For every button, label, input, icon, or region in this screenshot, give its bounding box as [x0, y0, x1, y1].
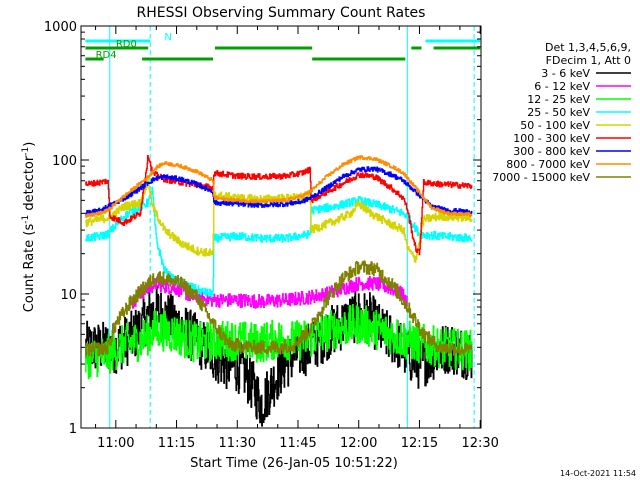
series-line-1	[131, 276, 408, 309]
legend-label-0: 3 - 6 keV	[541, 67, 590, 80]
x-tick-label-5: 12:15	[401, 436, 438, 451]
chart-title: RHESSI Observing Summary Count Rates	[137, 5, 426, 21]
plot-frame	[80, 25, 482, 429]
legend-header-1: Det 1,3,4,5,6,9,	[545, 41, 631, 54]
footer-timestamp: 14-Oct-2021 11:54	[560, 469, 636, 478]
flag-label-n: N	[164, 32, 171, 43]
x-axis-label: Start Time (26-Jan-05 10:51:22)	[190, 456, 398, 471]
y-axis: 1 10 100 1000	[44, 20, 481, 437]
legend-label-6: 300 - 800 keV	[513, 145, 590, 158]
legend-header-2: FDecim 1, Att 0	[546, 54, 631, 67]
x-tick-label-0: 11:00	[97, 436, 134, 451]
series-lines	[85, 155, 473, 427]
legend-label-7: 800 - 7000 keV	[506, 158, 590, 171]
legend-label-5: 100 - 300 keV	[513, 132, 590, 145]
legend-label-3: 25 - 50 keV	[527, 106, 590, 119]
series-line-3	[85, 186, 473, 298]
series-line-7	[85, 155, 473, 219]
x-tick-label-2: 11:30	[219, 436, 256, 451]
legend-label-8: 7000 - 15000 keV	[492, 171, 590, 184]
series-line-4	[85, 177, 473, 263]
y-tick-label-1: 10	[60, 288, 77, 303]
y-tick-label-0: 1	[69, 422, 77, 437]
x-tick-label-6: 12:30	[461, 436, 498, 451]
legend-label-1: 6 - 12 keV	[534, 80, 590, 93]
flag-label-rd4: RD4	[96, 50, 117, 61]
x-axis: 11:00 11:15 11:30 11:45 12:00 12:15 12:30	[95, 26, 499, 451]
series-line-6	[85, 166, 473, 216]
legend-label-4: 50 - 100 keV	[520, 119, 590, 132]
series-line-5	[85, 155, 473, 256]
y-axis-label: Count Rate (s-1 detector-1)	[21, 142, 37, 313]
x-tick-label-1: 11:15	[158, 436, 195, 451]
legend-label-2: 12 - 25 keV	[527, 93, 590, 106]
flag-label-rd0: RD0	[116, 39, 137, 50]
y-tick-label-2: 100	[52, 154, 77, 169]
x-tick-label-4: 12:00	[340, 436, 377, 451]
legend: Det 1,3,4,5,6,9, FDecim 1, Att 0 3 - 6 k…	[492, 41, 631, 184]
series-line-8	[85, 260, 473, 357]
y-tick-label-3: 1000	[44, 20, 77, 35]
series-line-2	[85, 304, 473, 380]
x-tick-label-3: 11:45	[279, 436, 316, 451]
